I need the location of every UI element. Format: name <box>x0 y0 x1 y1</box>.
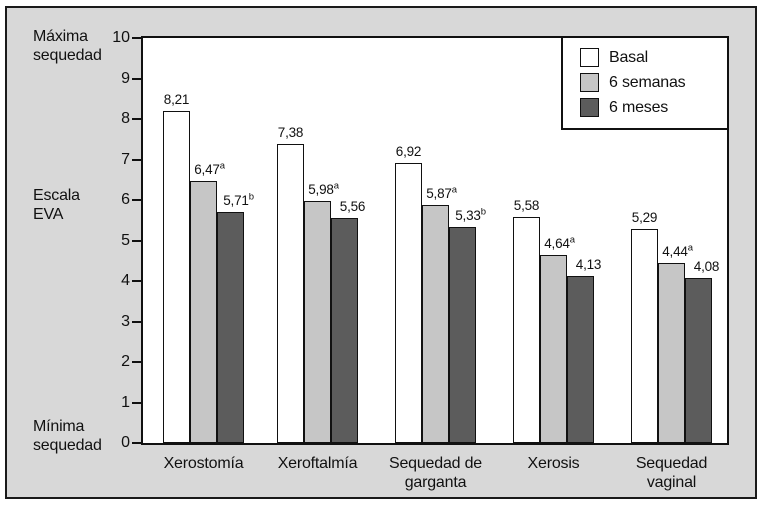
bar-value-label: 5,71b <box>223 191 254 208</box>
bar-6-semanas <box>422 205 449 443</box>
bar-6-meses <box>567 275 594 443</box>
bar-value-label: 5,58 <box>513 198 540 214</box>
legend-swatch-6-semanas <box>580 73 599 92</box>
significance-superscript: a <box>687 242 693 254</box>
y-tick-label: 3 <box>121 312 130 330</box>
bar-basal <box>163 110 190 443</box>
y-axis-min-label: Mínima sequedad <box>33 418 102 454</box>
bar-basal <box>277 144 304 443</box>
bar-basal <box>395 162 422 443</box>
significance-superscript: a <box>569 234 575 246</box>
bar-6-meses <box>217 211 244 443</box>
y-tick <box>132 199 141 201</box>
y-tick-label: 6 <box>121 191 130 208</box>
significance-superscript: a <box>333 180 339 192</box>
y-tick-label: 8 <box>121 110 130 127</box>
significance-superscript: b <box>480 206 486 218</box>
y-tick-label: 10 <box>112 29 130 46</box>
y-tick-label: 9 <box>121 69 130 87</box>
plot-area: 10 9 8 7 6 5 4 3 2 1 0 8,21 6,47a 5,71b 7,38 5,98a 5,56… <box>112 30 729 491</box>
bar-value-label: 5,98a <box>308 180 339 197</box>
y-tick <box>132 239 141 242</box>
y-tick <box>132 118 141 120</box>
figure: Máxima sequedad Escala EVA Mínima sequed… <box>5 6 757 499</box>
bar-value-label: 8,21 <box>163 91 190 107</box>
legend-label: 6 meses <box>609 98 669 116</box>
legend-swatch-basal <box>580 48 599 67</box>
significance-superscript: a <box>451 184 457 196</box>
legend-label: 6 semanas <box>609 73 686 91</box>
legend-label: Basal <box>609 48 649 66</box>
bar-group: 8,21 6,47a 5,71b <box>163 38 254 443</box>
x-category-label: Sequedad de garganta <box>388 455 483 491</box>
bar-group: 5,29 4,44a 4,08 <box>631 38 719 443</box>
bar-6-semanas <box>658 263 685 443</box>
y-tick-label: 2 <box>121 353 130 370</box>
legend: Basal 6 semanas 6 meses <box>561 36 729 130</box>
y-tick-label: 1 <box>121 393 130 411</box>
bar-basal <box>513 217 540 443</box>
bar-group: 6,92 5,87a 5,33b <box>395 38 486 443</box>
legend-item-basal: Basal <box>580 48 727 67</box>
bar-value-label: 5,56 <box>339 198 366 214</box>
y-tick-label: 7 <box>121 150 130 168</box>
legend-swatch-6-meses <box>580 98 599 117</box>
significance-superscript: a <box>219 160 225 172</box>
y-tick <box>132 158 141 161</box>
y-tick <box>132 401 141 404</box>
y-axis-max-label: Máxima sequedad <box>33 28 102 64</box>
bar-value-label: 4,13 <box>575 256 602 272</box>
bar-value-label: 5,29 <box>631 209 658 225</box>
x-category-label: Xerostomía <box>163 455 244 472</box>
bar-basal <box>631 228 658 443</box>
y-tick <box>132 361 141 363</box>
y-tick-label: 4 <box>121 272 130 289</box>
bar-value-label: 6,47a <box>194 160 225 177</box>
bar-value-label: 5,33b <box>455 206 486 224</box>
y-tick <box>132 320 141 323</box>
bar-6-semanas <box>190 180 217 443</box>
bar-value-label: 6,92 <box>395 143 422 159</box>
bar-value-label: 7,38 <box>277 125 304 141</box>
bar-6-meses <box>685 277 712 443</box>
bar-value-label: 4,44a <box>662 242 693 260</box>
x-category-label: Xeroftalmía <box>277 455 358 472</box>
bar-value-label: 4,64a <box>544 234 575 252</box>
y-tick-label: 5 <box>121 231 130 249</box>
significance-superscript: b <box>248 191 254 203</box>
y-tick <box>132 442 141 444</box>
x-category-label: Sequedad vaginal <box>635 455 708 491</box>
bar-value-label: 4,08 <box>693 258 720 274</box>
bar-6-meses <box>449 227 476 443</box>
x-category-label: Xerosis <box>527 455 580 472</box>
bar-value-label: 5,87a <box>426 184 457 202</box>
y-tick <box>132 280 141 282</box>
bar-group: 5,58 4,64a 4,13 <box>513 38 601 443</box>
bar-6-meses <box>331 217 358 443</box>
legend-item-6-meses: 6 meses <box>580 98 727 117</box>
bar-6-semanas <box>304 200 331 443</box>
bar-6-semanas <box>540 255 567 443</box>
legend-item-6-semanas: 6 semanas <box>580 73 727 92</box>
y-tick <box>132 37 141 39</box>
y-axis-title: Escala EVA <box>33 187 80 223</box>
y-tick <box>132 77 141 80</box>
bar-group: 7,38 5,98a 5,56 <box>277 38 365 443</box>
y-tick-label: 0 <box>121 434 130 451</box>
